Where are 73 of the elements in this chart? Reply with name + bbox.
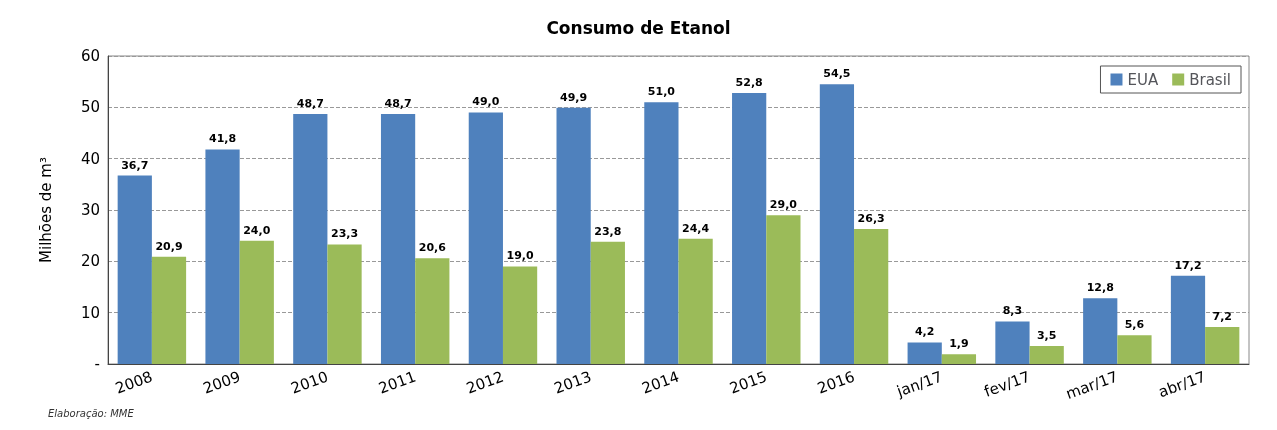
bar <box>239 240 274 364</box>
bar <box>151 256 187 364</box>
data-label: 23,8 <box>594 224 622 238</box>
data-label: 23,3 <box>330 227 359 241</box>
x-tick-label: 2016 <box>815 367 858 398</box>
bar <box>1170 275 1206 364</box>
legend-label: EUA <box>1127 70 1159 89</box>
bar <box>205 149 240 364</box>
data-label: 26,3 <box>857 211 885 225</box>
data-label: 4,2 <box>914 325 935 339</box>
x-tick-label: 2009 <box>200 367 243 398</box>
data-label: 17,2 <box>1174 258 1202 272</box>
chart-title: Consumo de Etanol <box>546 17 731 38</box>
data-label: 29,0 <box>769 198 798 212</box>
x-tick-label: 2014 <box>639 367 682 398</box>
bar <box>644 102 679 364</box>
bar <box>1117 335 1152 364</box>
bar <box>1029 346 1064 364</box>
data-label: 36,7 <box>121 158 149 172</box>
data-label: 1,9 <box>949 337 969 351</box>
data-label: 7,2 <box>1212 310 1232 324</box>
y-tick-label: - <box>94 355 100 373</box>
data-label: 41,8 <box>208 132 237 146</box>
data-label: 52,8 <box>735 75 763 89</box>
x-tick-label: 2010 <box>288 367 331 398</box>
y-tick-label: 40 <box>80 149 100 168</box>
data-label: 51,0 <box>647 85 676 99</box>
bar <box>327 244 362 364</box>
bar <box>415 258 450 364</box>
data-label: 20,6 <box>418 241 447 255</box>
bar <box>1083 298 1118 364</box>
data-label: 48,7 <box>384 97 412 111</box>
data-label: 19,0 <box>506 249 534 263</box>
data-label: 24,0 <box>243 223 271 237</box>
x-tick-label: 2008 <box>112 367 155 398</box>
data-label: 5,6 <box>1124 318 1145 332</box>
y-tick-label: 60 <box>80 47 100 65</box>
bar <box>502 266 538 364</box>
x-tick-label: 2015 <box>727 367 770 398</box>
bar <box>1205 327 1240 364</box>
y-tick-label: 30 <box>80 201 100 219</box>
text: Elaboração: MME <box>48 407 135 419</box>
bar <box>117 175 152 364</box>
data-label: 20,9 <box>155 239 183 253</box>
bar <box>380 114 416 364</box>
x-tick-label: 2013 <box>551 367 594 398</box>
bar <box>468 112 503 364</box>
bar <box>732 92 767 364</box>
bar <box>556 107 591 364</box>
x-tick-label: 2011 <box>376 367 419 398</box>
bar <box>293 114 328 364</box>
bar <box>907 342 942 364</box>
data-label: 49,9 <box>560 90 588 104</box>
y-axis-title: Milhões de m³ <box>36 157 55 263</box>
bar <box>590 241 625 364</box>
bar <box>995 321 1030 364</box>
legend-label: Brasil <box>1189 70 1232 89</box>
bar <box>766 215 801 364</box>
y-tick-label: 50 <box>80 98 100 117</box>
data-label: 3,5 <box>1036 329 1057 343</box>
bar <box>678 238 713 364</box>
bar <box>941 354 977 364</box>
data-label: 48,7 <box>296 97 324 111</box>
bar <box>854 228 889 364</box>
y-tick-label: 20 <box>80 252 100 271</box>
y-tick-label: 10 <box>80 303 100 322</box>
x-tick-label: 2012 <box>464 367 507 398</box>
data-label: 24,4 <box>682 221 710 235</box>
data-label: 54,5 <box>823 67 851 81</box>
data-label: 49,0 <box>472 95 500 109</box>
bar <box>819 84 855 364</box>
data-label: 12,8 <box>1086 281 1114 295</box>
data-label: 8,3 <box>1002 304 1023 318</box>
